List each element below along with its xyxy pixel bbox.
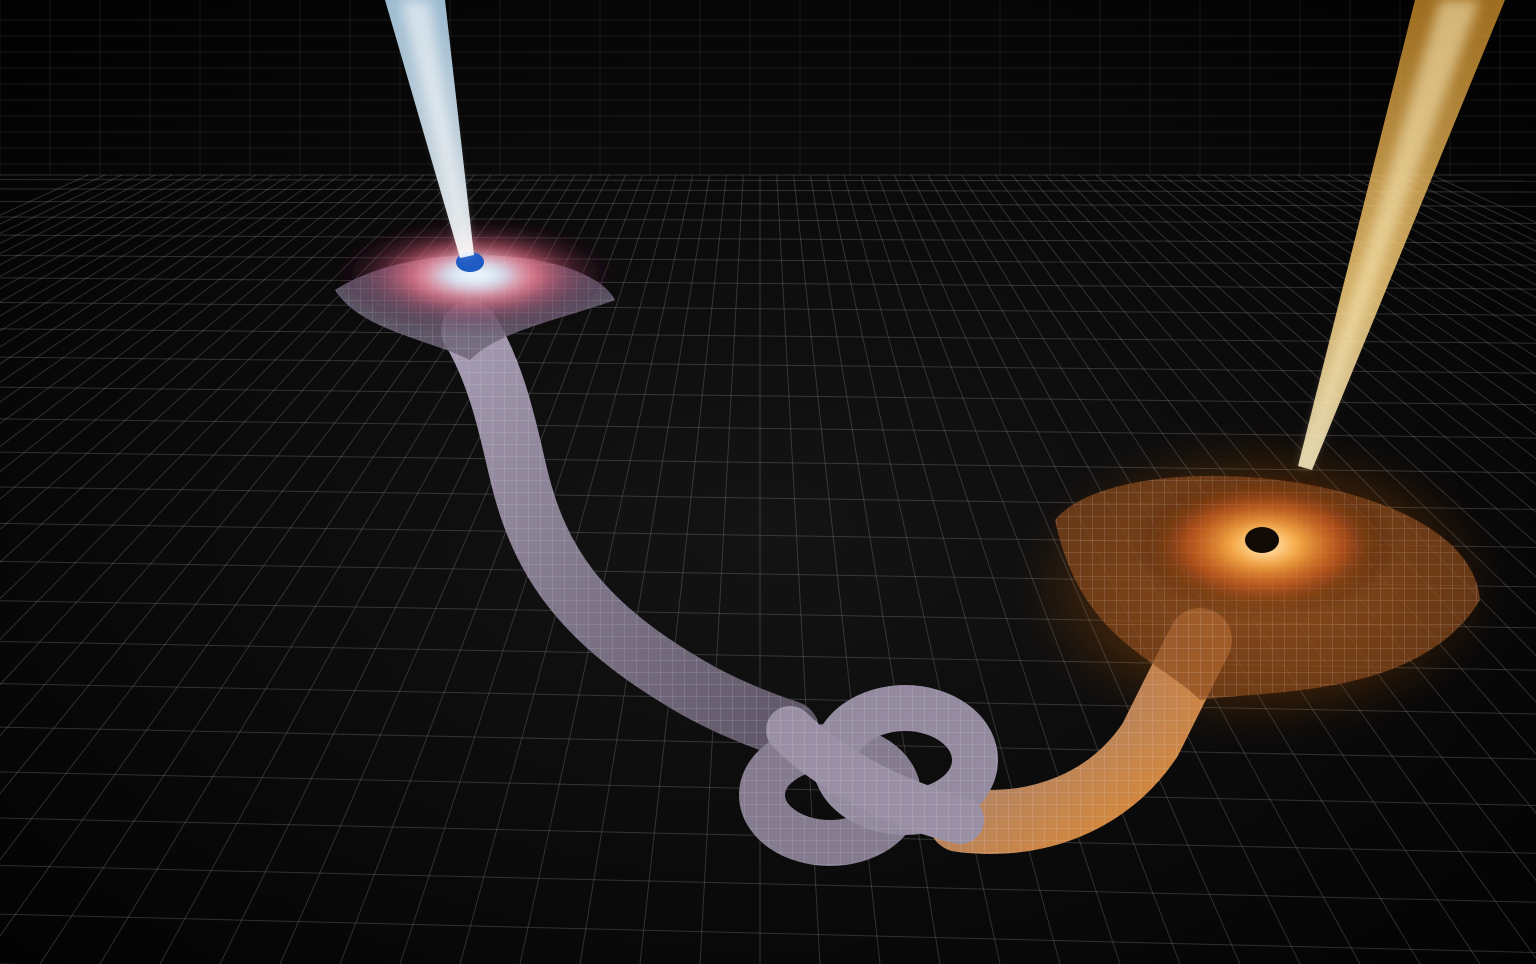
wormhole-right-mouth-icon [1020, 435, 1500, 735]
wormhole-left-mouth-icon [325, 217, 625, 360]
knot-icon [739, 685, 998, 866]
jet-icon [385, 0, 1505, 470]
